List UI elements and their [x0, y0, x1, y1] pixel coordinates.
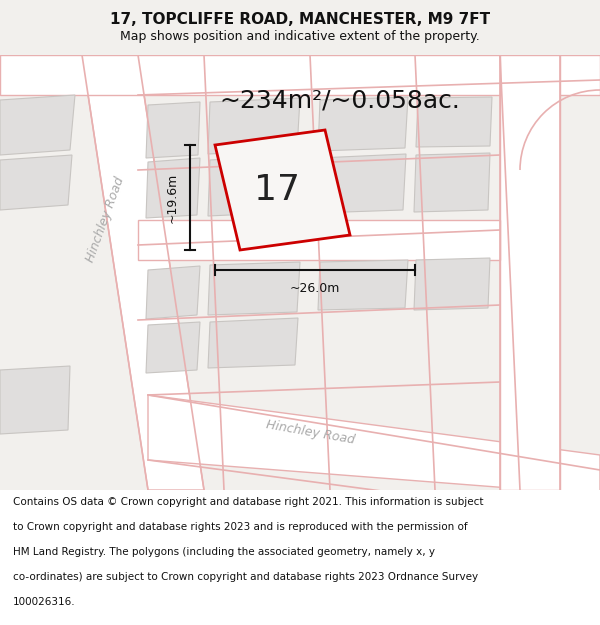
Polygon shape [208, 155, 298, 216]
Text: HM Land Registry. The polygons (including the associated geometry, namely x, y: HM Land Registry. The polygons (includin… [13, 547, 435, 557]
Polygon shape [414, 258, 490, 310]
Polygon shape [215, 130, 350, 250]
Text: 17: 17 [254, 173, 301, 207]
Polygon shape [500, 55, 560, 490]
Text: Contains OS data © Crown copyright and database right 2021. This information is : Contains OS data © Crown copyright and d… [13, 497, 484, 507]
Polygon shape [146, 102, 200, 158]
Polygon shape [146, 158, 200, 218]
Polygon shape [148, 395, 600, 495]
Text: ~234m²/~0.058ac.: ~234m²/~0.058ac. [220, 88, 460, 112]
Polygon shape [146, 322, 200, 373]
Text: to Crown copyright and database rights 2023 and is reproduced with the permissio: to Crown copyright and database rights 2… [13, 522, 468, 532]
Text: co-ordinates) are subject to Crown copyright and database rights 2023 Ordnance S: co-ordinates) are subject to Crown copyr… [13, 572, 478, 582]
Polygon shape [82, 55, 204, 490]
Polygon shape [0, 95, 75, 155]
Text: 100026316.: 100026316. [13, 597, 76, 607]
Text: Hinchley Road: Hinchley Road [265, 418, 355, 446]
Polygon shape [138, 220, 500, 260]
Polygon shape [318, 97, 408, 151]
Text: Hinchley Road: Hinchley Road [83, 176, 127, 264]
Polygon shape [416, 97, 492, 147]
Polygon shape [414, 153, 490, 212]
Polygon shape [208, 262, 300, 315]
Polygon shape [0, 366, 70, 434]
Text: ~26.0m: ~26.0m [290, 281, 340, 294]
Polygon shape [316, 154, 406, 213]
Polygon shape [0, 155, 72, 210]
Polygon shape [0, 55, 600, 95]
Polygon shape [208, 318, 298, 368]
Polygon shape [208, 98, 300, 154]
Text: ~19.6m: ~19.6m [166, 173, 179, 222]
Polygon shape [318, 260, 408, 310]
Polygon shape [146, 266, 200, 319]
Text: 17, TOPCLIFFE ROAD, MANCHESTER, M9 7FT: 17, TOPCLIFFE ROAD, MANCHESTER, M9 7FT [110, 12, 490, 27]
Text: Map shows position and indicative extent of the property.: Map shows position and indicative extent… [120, 30, 480, 43]
